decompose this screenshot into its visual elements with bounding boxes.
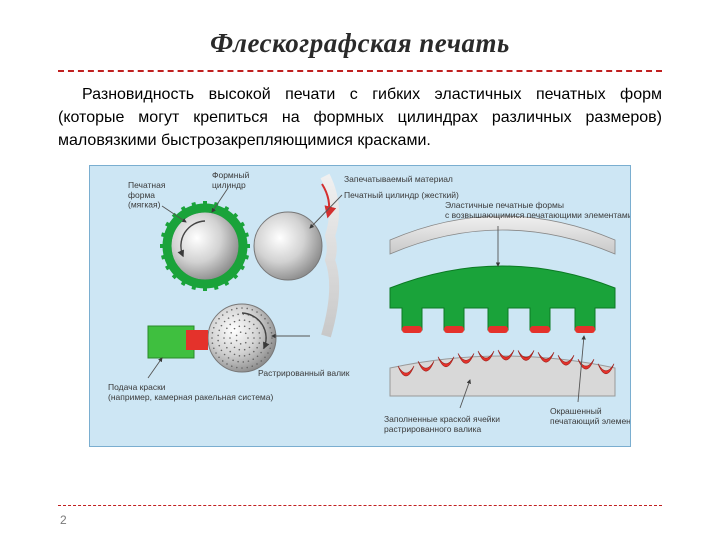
label-form-cylinder: Формныйцилиндр	[212, 170, 250, 190]
footer-rule	[58, 505, 662, 506]
label-substrate: Запечатываемый материал	[344, 174, 453, 184]
page-title: Флескографская печать	[58, 28, 662, 59]
page-number: 2	[60, 513, 67, 527]
impression-cylinder	[254, 212, 322, 280]
label-impression-cylinder: Печатный цилиндр (жесткий)	[344, 190, 459, 200]
diagram-frame: Печатнаяформа(мягкая) Формныйцилиндр Зап…	[89, 165, 631, 447]
anilox-roller	[208, 304, 276, 372]
body-paragraph: Разновидность высокой печати с гибких эл…	[58, 83, 662, 153]
form-cylinder	[160, 201, 250, 291]
flexo-diagram: Печатнаяформа(мягкая) Формныйцилиндр Зап…	[90, 166, 630, 446]
label-anilox: Растрированный валик	[258, 368, 350, 378]
title-underline	[58, 70, 662, 72]
